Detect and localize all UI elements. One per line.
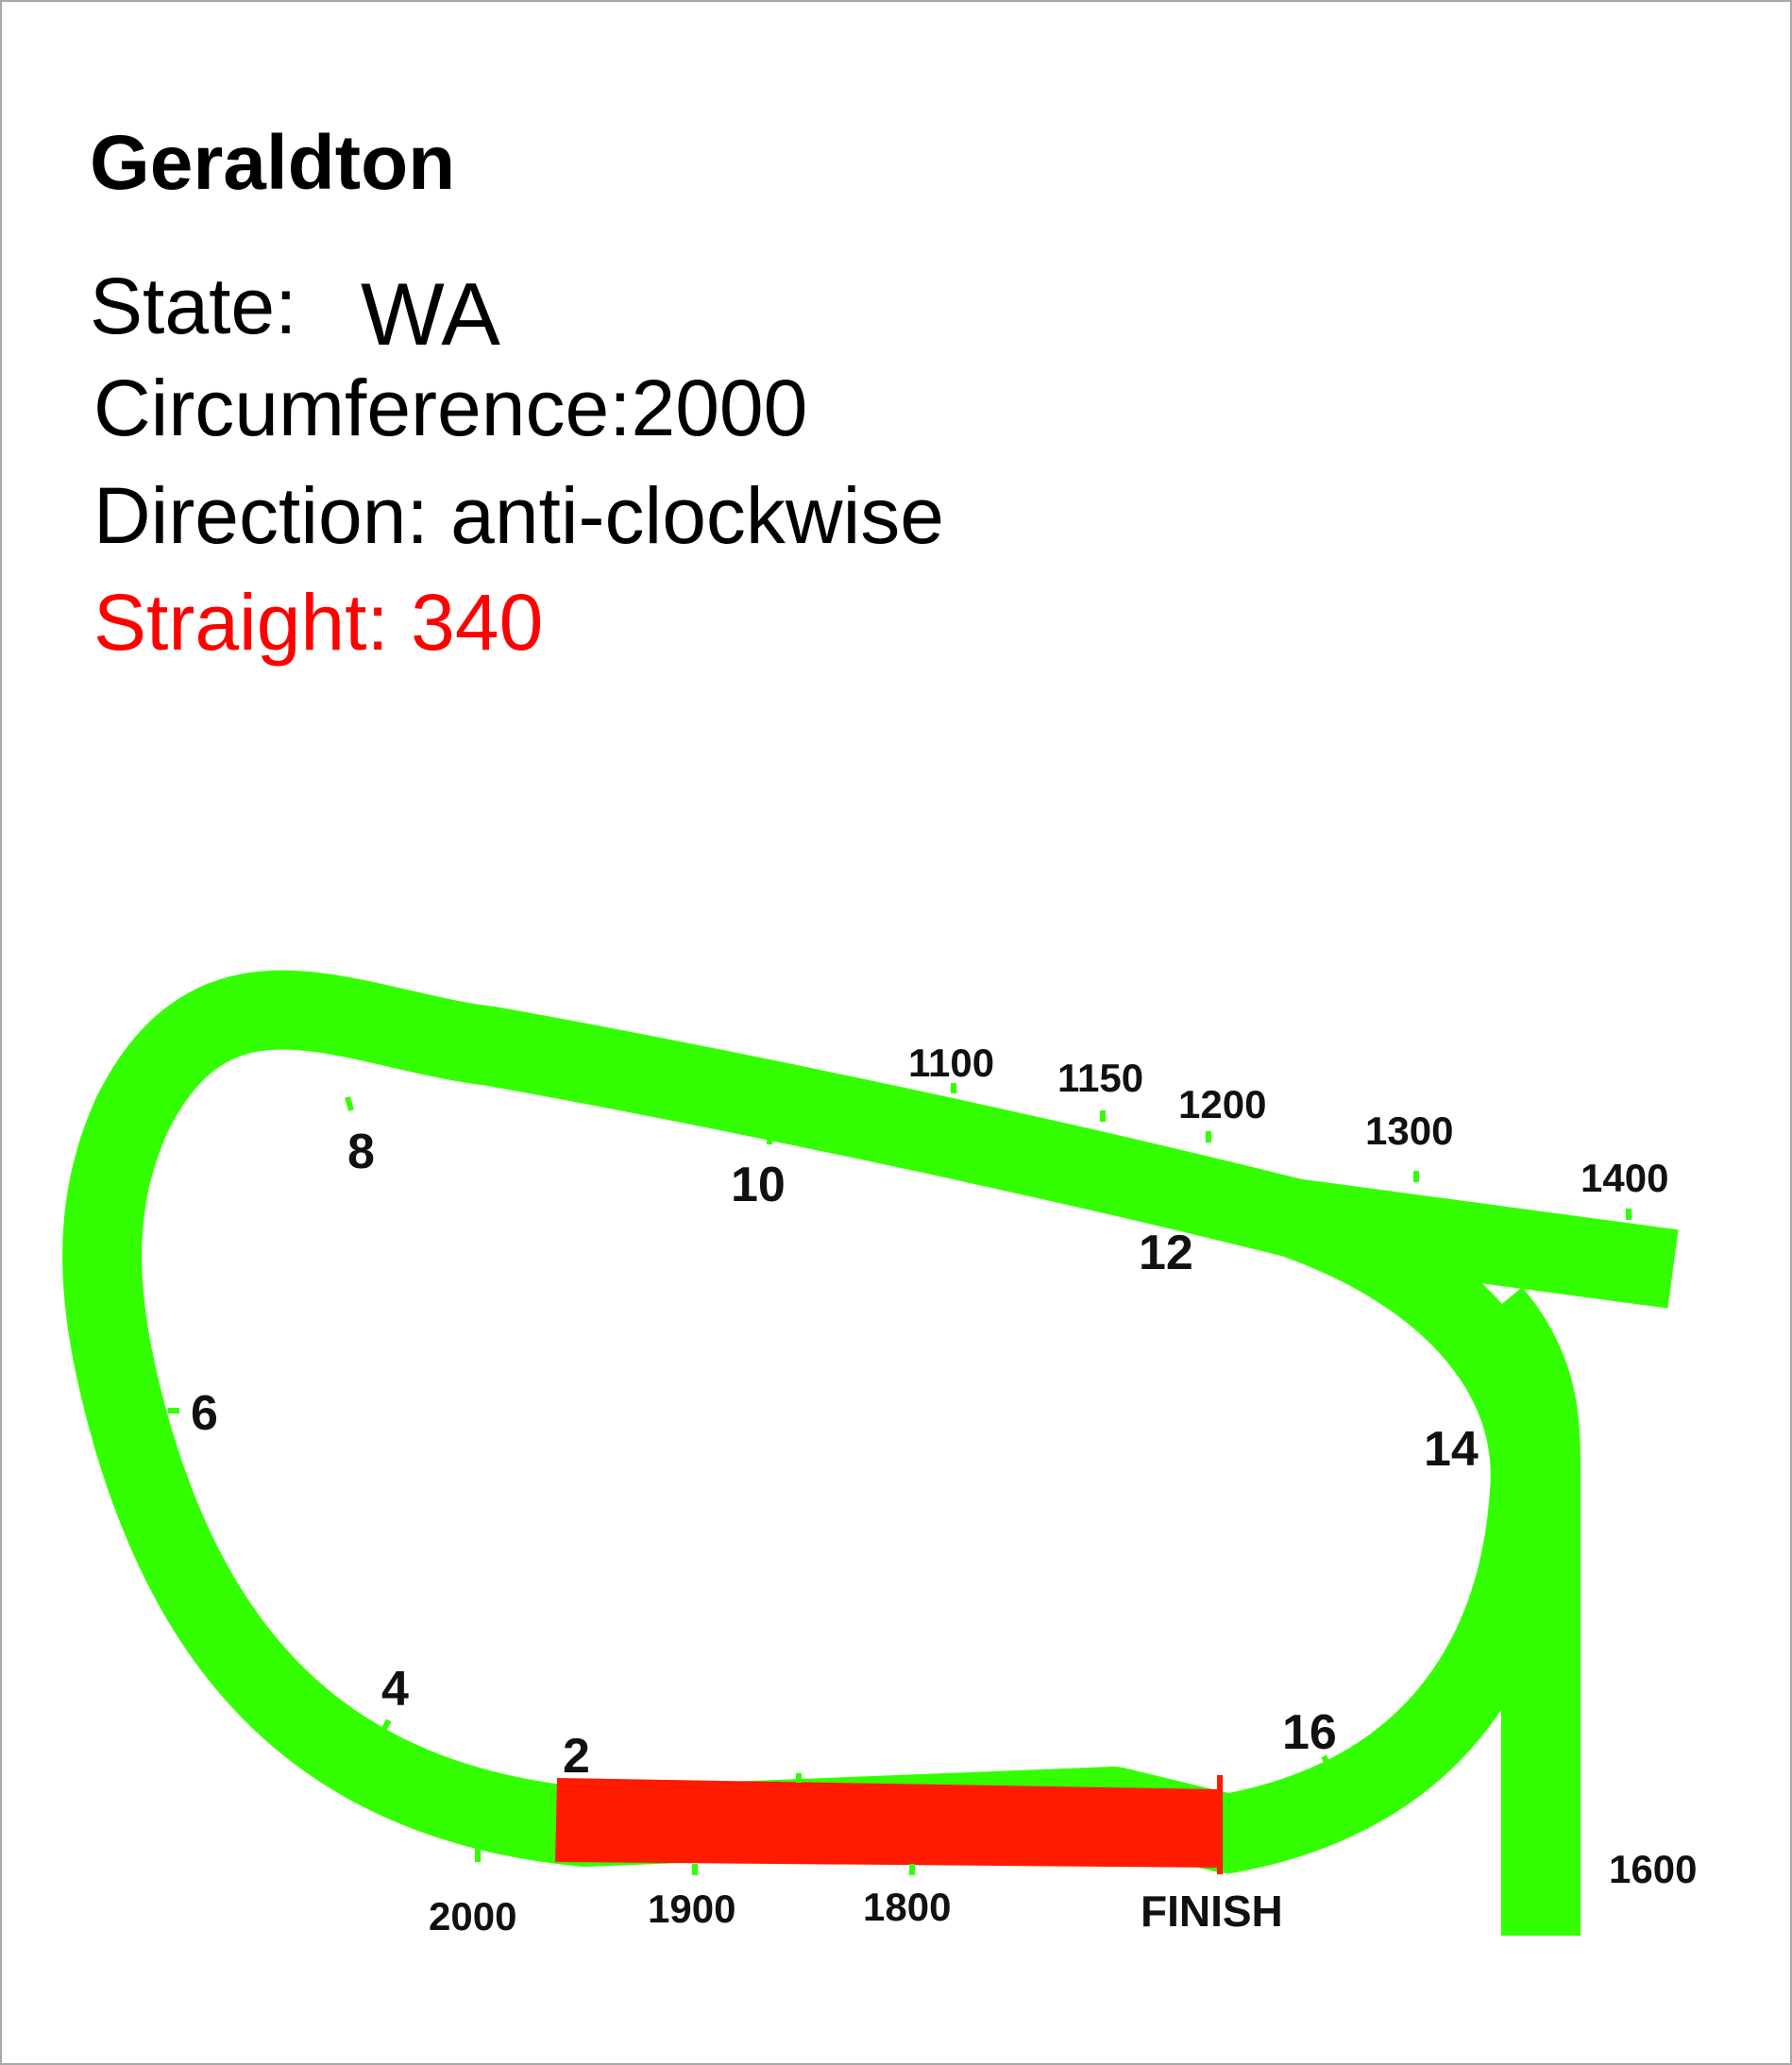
marker-1400: 1400 — [1581, 1156, 1668, 1200]
marker-1900: 1900 — [648, 1887, 735, 1931]
marker-10: 10 — [731, 1158, 786, 1212]
tick-marks — [168, 1083, 1631, 1875]
marker-1600: 1600 — [1609, 1847, 1697, 1891]
marker-1100: 1100 — [908, 1041, 994, 1085]
track-chute-1400 — [1288, 1178, 1679, 1309]
marker-1150: 1150 — [1057, 1056, 1143, 1100]
tick-16 — [1321, 1754, 1332, 1769]
marker-16: 16 — [1282, 1705, 1337, 1760]
state-label: State: — [90, 262, 297, 350]
track-title: Geraldton — [90, 120, 456, 206]
direction-text: Direction: anti-clockwise — [93, 471, 944, 560]
marker-2: 2 — [563, 1729, 590, 1784]
circumference-text: Circumference:2000 — [93, 364, 808, 452]
track-chute-1600 — [1461, 1287, 1581, 1936]
tick-8 — [345, 1096, 354, 1111]
marker-12: 12 — [1139, 1226, 1193, 1280]
straight-text: Straight: 340 — [93, 578, 544, 667]
marker-finish: FINISH — [1141, 1887, 1283, 1936]
marker-14: 14 — [1424, 1422, 1479, 1477]
marker-8: 8 — [347, 1125, 375, 1179]
marker-1800: 1800 — [863, 1885, 951, 1929]
tick-4 — [380, 1718, 392, 1734]
state-value: WA — [361, 264, 500, 364]
marker-1300: 1300 — [1365, 1109, 1453, 1153]
marker-2000: 2000 — [429, 1894, 516, 1938]
marker-1200: 1200 — [1178, 1082, 1266, 1126]
marker-6: 6 — [191, 1386, 218, 1441]
home-straight — [555, 1778, 1222, 1868]
marker-4: 4 — [381, 1662, 409, 1717]
